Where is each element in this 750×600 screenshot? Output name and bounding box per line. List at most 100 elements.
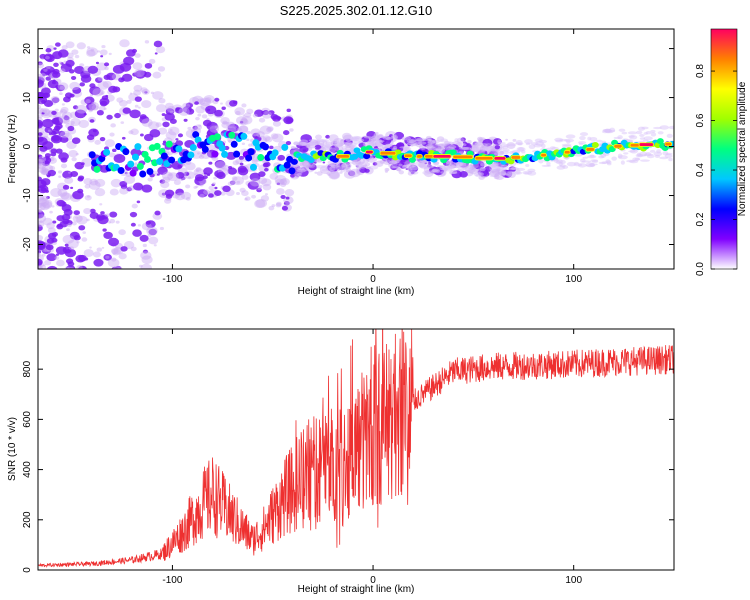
spectrogram-blob bbox=[375, 160, 384, 167]
spectrogram-ridge-cell bbox=[144, 155, 152, 163]
spectrogram-blob bbox=[271, 133, 284, 143]
spectrogram-blob bbox=[92, 88, 104, 97]
spectrogram-haze bbox=[457, 142, 467, 147]
spectrogram-blob bbox=[41, 253, 46, 257]
spectrogram-blob bbox=[38, 265, 43, 269]
spectrogram-blob bbox=[46, 65, 51, 70]
spectrogram-blob bbox=[148, 228, 157, 236]
spectrogram-blob bbox=[62, 234, 75, 244]
spectrogram-blob bbox=[60, 62, 64, 65]
spectrogram-haze bbox=[422, 170, 431, 175]
spectrogram-ridge-cell bbox=[127, 160, 135, 168]
spectrogram-blob bbox=[175, 138, 179, 141]
spectrogram-blob bbox=[155, 45, 166, 54]
spectrogram-haze bbox=[636, 130, 643, 135]
spectrogram-blob bbox=[246, 130, 251, 135]
spectrogram-blob bbox=[108, 52, 112, 56]
spectrogram-blob bbox=[101, 246, 105, 249]
spectrogram-blob bbox=[175, 172, 185, 179]
spectrogram-haze bbox=[384, 167, 389, 172]
spectrogram-haze bbox=[462, 168, 472, 171]
spectrogram-blob bbox=[38, 197, 47, 205]
spectrogram-blob bbox=[64, 248, 77, 258]
spectrogram-ridge-cell bbox=[146, 167, 154, 175]
spectrogram-blob bbox=[89, 246, 92, 249]
spectrogram-blob bbox=[140, 133, 144, 137]
spectrogram-haze bbox=[577, 163, 587, 168]
spectrogram-blob bbox=[119, 39, 130, 48]
spectrogram-haze bbox=[580, 158, 586, 163]
spectrogram-blob bbox=[343, 169, 356, 179]
spectrogram-blob bbox=[155, 122, 162, 128]
spectrogram-blob bbox=[51, 97, 60, 104]
spectrogram-blob bbox=[269, 173, 279, 180]
spectrogram-blob bbox=[322, 161, 326, 164]
spectrogram-blob bbox=[86, 102, 97, 111]
spectrogram-blob bbox=[226, 121, 235, 129]
spectrogram-haze bbox=[623, 152, 629, 155]
spectrogram-blob bbox=[72, 190, 84, 200]
spectrogram-haze bbox=[525, 142, 531, 146]
spectrogram-blob bbox=[69, 231, 80, 240]
spectrogram-haze bbox=[436, 143, 442, 147]
spectrogram-blob bbox=[490, 170, 494, 174]
spectrogram-blob bbox=[359, 167, 367, 174]
spectrogram-blob bbox=[345, 167, 352, 173]
spectrogram-blob bbox=[143, 71, 152, 78]
spectrogram-blob bbox=[249, 172, 261, 182]
spectrogram-haze bbox=[507, 143, 517, 147]
spectrogram-blob bbox=[52, 51, 63, 60]
spectrogram-blob bbox=[46, 196, 50, 199]
spectrogram-blob bbox=[211, 183, 215, 187]
spectrogram-blob bbox=[59, 130, 70, 139]
spectrogram-haze bbox=[457, 167, 465, 172]
spectrogram-blob bbox=[201, 172, 205, 175]
spectrogram-blob bbox=[66, 228, 70, 232]
spectrogram-blob bbox=[178, 107, 190, 116]
spectrogram-blob bbox=[42, 109, 48, 114]
spectrogram-haze bbox=[329, 166, 336, 172]
spectrogram-blob bbox=[220, 116, 230, 125]
spectrogram-blob bbox=[158, 97, 166, 104]
spectrogram-blob bbox=[42, 275, 51, 282]
spectrogram-blob bbox=[153, 40, 163, 48]
spectrogram-blob bbox=[238, 125, 249, 133]
spectrogram-haze bbox=[634, 157, 641, 161]
spectrogram-haze bbox=[555, 159, 560, 165]
spectrogram-ridge-cell bbox=[228, 131, 236, 139]
spectrogram-ridge-cell bbox=[129, 169, 137, 177]
spectrogram-blob bbox=[214, 159, 226, 169]
spectrogram-blob bbox=[264, 193, 268, 196]
spectrogram-blob bbox=[84, 194, 92, 201]
spectrogram-haze bbox=[653, 151, 663, 157]
spectrogram-blob bbox=[83, 178, 93, 185]
spectrogram-blob bbox=[283, 130, 290, 136]
spectrogram-blob bbox=[199, 193, 205, 199]
spectrogram-blob bbox=[77, 269, 86, 276]
spectrogram-blob bbox=[88, 180, 101, 190]
spectrogram-ridge-cell bbox=[134, 143, 142, 151]
spectrogram-haze bbox=[308, 139, 316, 142]
spectrogram-x-tick-label: 0 bbox=[370, 274, 376, 285]
spectrogram-blob bbox=[72, 105, 79, 110]
spectrogram-blob bbox=[142, 249, 149, 254]
spectrogram-haze bbox=[639, 137, 646, 140]
spectrogram-blob bbox=[140, 251, 152, 260]
spectrogram-blob bbox=[239, 187, 246, 193]
spectrogram-blob bbox=[45, 55, 50, 60]
spectrogram-blob bbox=[43, 99, 54, 108]
spectrogram-blob bbox=[228, 166, 233, 170]
spectrogram-blob bbox=[111, 266, 119, 269]
spectrogram-blob bbox=[129, 211, 138, 218]
spectrogram-blob bbox=[274, 174, 287, 184]
spectrogram-haze bbox=[582, 156, 589, 159]
spectrogram-peak bbox=[585, 147, 596, 152]
spectrogram-blob bbox=[56, 223, 64, 230]
spectrogram-blob bbox=[104, 62, 110, 67]
spectrogram-blob bbox=[41, 156, 52, 164]
spectrogram-blob bbox=[144, 271, 155, 280]
spectrogram-blob bbox=[88, 108, 93, 113]
spectrogram-blob bbox=[247, 181, 259, 190]
spectrogram-haze bbox=[472, 169, 479, 173]
